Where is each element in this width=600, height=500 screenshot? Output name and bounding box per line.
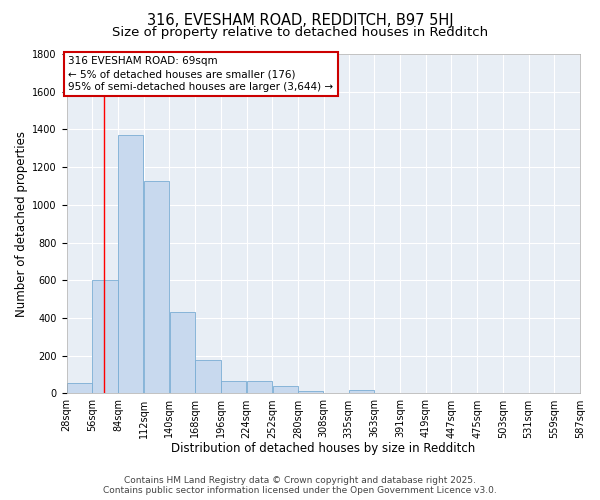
Bar	[144, 182, 169, 394]
Bar	[118, 135, 143, 394]
Bar	[247, 381, 272, 394]
X-axis label: Distribution of detached houses by size in Redditch: Distribution of detached houses by size …	[171, 442, 475, 455]
Bar	[298, 390, 323, 394]
Bar	[272, 386, 298, 394]
Text: 316, EVESHAM ROAD, REDDITCH, B97 5HJ: 316, EVESHAM ROAD, REDDITCH, B97 5HJ	[146, 12, 454, 28]
Bar	[92, 280, 118, 394]
Bar	[221, 381, 247, 394]
Y-axis label: Number of detached properties: Number of detached properties	[15, 130, 28, 316]
Bar	[67, 383, 92, 394]
Bar	[170, 312, 195, 394]
Text: 316 EVESHAM ROAD: 69sqm
← 5% of detached houses are smaller (176)
95% of semi-de: 316 EVESHAM ROAD: 69sqm ← 5% of detached…	[68, 56, 334, 92]
Bar	[349, 390, 374, 394]
Bar	[196, 360, 221, 394]
Text: Contains HM Land Registry data © Crown copyright and database right 2025.
Contai: Contains HM Land Registry data © Crown c…	[103, 476, 497, 495]
Text: Size of property relative to detached houses in Redditch: Size of property relative to detached ho…	[112, 26, 488, 39]
